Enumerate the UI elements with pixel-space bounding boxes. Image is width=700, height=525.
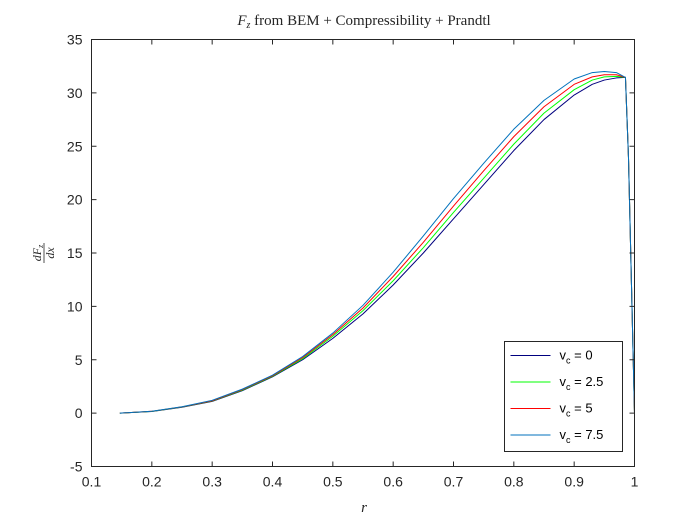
legend-label-0: vc = 0	[560, 348, 593, 366]
x-tick-label-9: 1	[631, 474, 639, 490]
x-tick-label-1: 0.2	[142, 474, 162, 490]
y-label-numerator-subscript: z	[36, 244, 45, 249]
chart-title: Fz from BEM + Compressibility + Prandtl	[236, 13, 490, 31]
y-tick-label-8: 35	[67, 32, 83, 48]
y-tick-label-0: -5	[70, 459, 83, 475]
legend-label-3: vc = 7.5	[560, 427, 604, 445]
series-line-3	[119, 71, 635, 414]
x-tick-label-0: 0.1	[82, 474, 102, 490]
y-tick-label-1: 0	[75, 405, 83, 421]
y-tick-label-7: 30	[67, 85, 83, 101]
legend-items: vc = 0 vc = 2.5 vc = 5 vc = 7.5	[510, 348, 604, 445]
x-tick-label-5: 0.6	[383, 474, 403, 490]
x-tick-label-8: 0.9	[564, 474, 584, 490]
y-tick-label-4: 15	[67, 245, 83, 261]
legend-label-1: vc = 2.5	[560, 374, 604, 392]
y-tick-label-6: 25	[67, 138, 83, 154]
y-axis-label: dFz dx	[30, 243, 57, 263]
legend-label-2: vc = 5	[560, 401, 593, 419]
legend-box	[504, 341, 623, 452]
title-symbol: F	[236, 13, 247, 29]
x-tick-label-6: 0.7	[444, 474, 464, 490]
y-tick-label-5: 20	[67, 192, 83, 208]
legend[interactable]: vc = 0 vc = 2.5 vc = 5 vc = 7.5	[504, 341, 623, 452]
x-axis-label: r	[361, 500, 367, 516]
y-tick-label-2: 5	[75, 352, 83, 368]
y-label-numerator-text: dF	[30, 247, 44, 261]
x-tick-label-7: 0.8	[504, 474, 524, 490]
title-rest: from BEM + Compressibility + Prandtl	[250, 13, 490, 29]
title-symbol-subscript: z	[246, 20, 251, 31]
y-label-numerator: dFz	[30, 244, 45, 261]
x-tick-label-4: 0.5	[323, 474, 343, 490]
x-tick-label-3: 0.4	[263, 474, 283, 490]
series-layer	[119, 71, 635, 414]
y-tick-label-3: 10	[67, 298, 83, 314]
tick-layer: 0.1 0.2 0.3 0.4 0.5 0.6 0.7 0.8 0.9 1 -5 0 5 10 15 20 25…	[67, 32, 639, 490]
x-tick-label-2: 0.3	[202, 474, 222, 490]
y-label-denominator: dx	[43, 247, 57, 259]
